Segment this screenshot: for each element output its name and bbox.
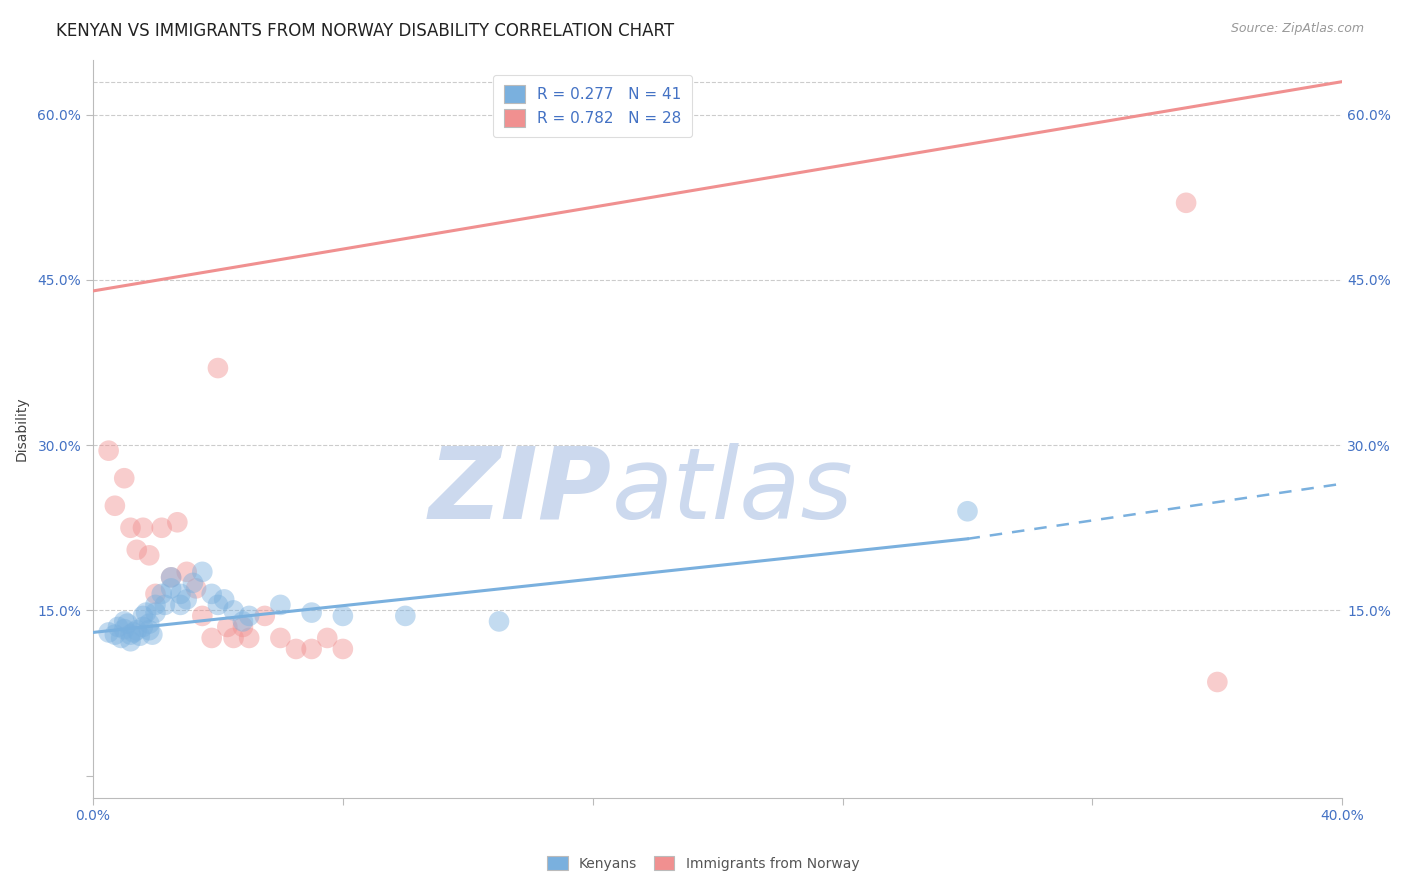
Point bbox=[120, 627, 142, 641]
Point bbox=[217, 620, 239, 634]
Point bbox=[117, 616, 139, 631]
Y-axis label: Disability: Disability bbox=[15, 396, 30, 461]
Point bbox=[125, 624, 148, 638]
Legend: R = 0.277   N = 41, R = 0.782   N = 28: R = 0.277 N = 41, R = 0.782 N = 28 bbox=[494, 75, 692, 137]
Point bbox=[122, 625, 145, 640]
Point bbox=[238, 631, 260, 645]
Point bbox=[232, 615, 254, 629]
Point bbox=[120, 634, 142, 648]
Point bbox=[141, 627, 163, 641]
Point bbox=[104, 499, 127, 513]
Point bbox=[112, 622, 135, 636]
Point bbox=[160, 582, 183, 596]
Point bbox=[191, 565, 214, 579]
Point bbox=[128, 629, 150, 643]
Point bbox=[191, 608, 214, 623]
Legend: Kenyans, Immigrants from Norway: Kenyans, Immigrants from Norway bbox=[541, 850, 865, 876]
Point bbox=[120, 521, 142, 535]
Point bbox=[110, 631, 132, 645]
Point bbox=[150, 521, 173, 535]
Point bbox=[1175, 195, 1198, 210]
Point bbox=[160, 570, 183, 584]
Point bbox=[97, 443, 120, 458]
Text: Source: ZipAtlas.com: Source: ZipAtlas.com bbox=[1230, 22, 1364, 36]
Point bbox=[153, 598, 176, 612]
Point bbox=[232, 620, 254, 634]
Point bbox=[488, 615, 510, 629]
Point bbox=[169, 598, 191, 612]
Point bbox=[112, 471, 135, 485]
Point bbox=[104, 627, 127, 641]
Point bbox=[160, 570, 183, 584]
Point bbox=[166, 516, 188, 530]
Point bbox=[181, 575, 204, 590]
Point bbox=[956, 504, 979, 518]
Point bbox=[138, 624, 160, 638]
Point bbox=[184, 582, 207, 596]
Point bbox=[145, 598, 167, 612]
Point bbox=[269, 598, 291, 612]
Text: KENYAN VS IMMIGRANTS FROM NORWAY DISABILITY CORRELATION CHART: KENYAN VS IMMIGRANTS FROM NORWAY DISABIL… bbox=[56, 22, 675, 40]
Point bbox=[332, 642, 354, 657]
Point bbox=[269, 631, 291, 645]
Point bbox=[176, 565, 198, 579]
Point bbox=[176, 592, 198, 607]
Point bbox=[112, 615, 135, 629]
Point bbox=[316, 631, 339, 645]
Point bbox=[207, 598, 229, 612]
Point bbox=[138, 549, 160, 563]
Point bbox=[107, 620, 129, 634]
Point bbox=[394, 608, 416, 623]
Text: atlas: atlas bbox=[612, 442, 853, 540]
Point bbox=[212, 592, 235, 607]
Point bbox=[201, 631, 224, 645]
Point bbox=[97, 625, 120, 640]
Point bbox=[145, 606, 167, 620]
Point bbox=[285, 642, 308, 657]
Point bbox=[169, 587, 191, 601]
Point bbox=[125, 542, 148, 557]
Point bbox=[150, 587, 173, 601]
Point bbox=[222, 631, 245, 645]
Point bbox=[222, 603, 245, 617]
Point bbox=[132, 521, 155, 535]
Point bbox=[138, 616, 160, 631]
Point bbox=[238, 608, 260, 623]
Text: ZIP: ZIP bbox=[429, 442, 612, 540]
Point bbox=[207, 361, 229, 376]
Point bbox=[132, 620, 155, 634]
Point bbox=[301, 606, 323, 620]
Point bbox=[1206, 675, 1229, 690]
Point bbox=[201, 587, 224, 601]
Point bbox=[145, 587, 167, 601]
Point bbox=[253, 608, 276, 623]
Point bbox=[332, 608, 354, 623]
Point bbox=[135, 606, 157, 620]
Point bbox=[301, 642, 323, 657]
Point bbox=[132, 608, 155, 623]
